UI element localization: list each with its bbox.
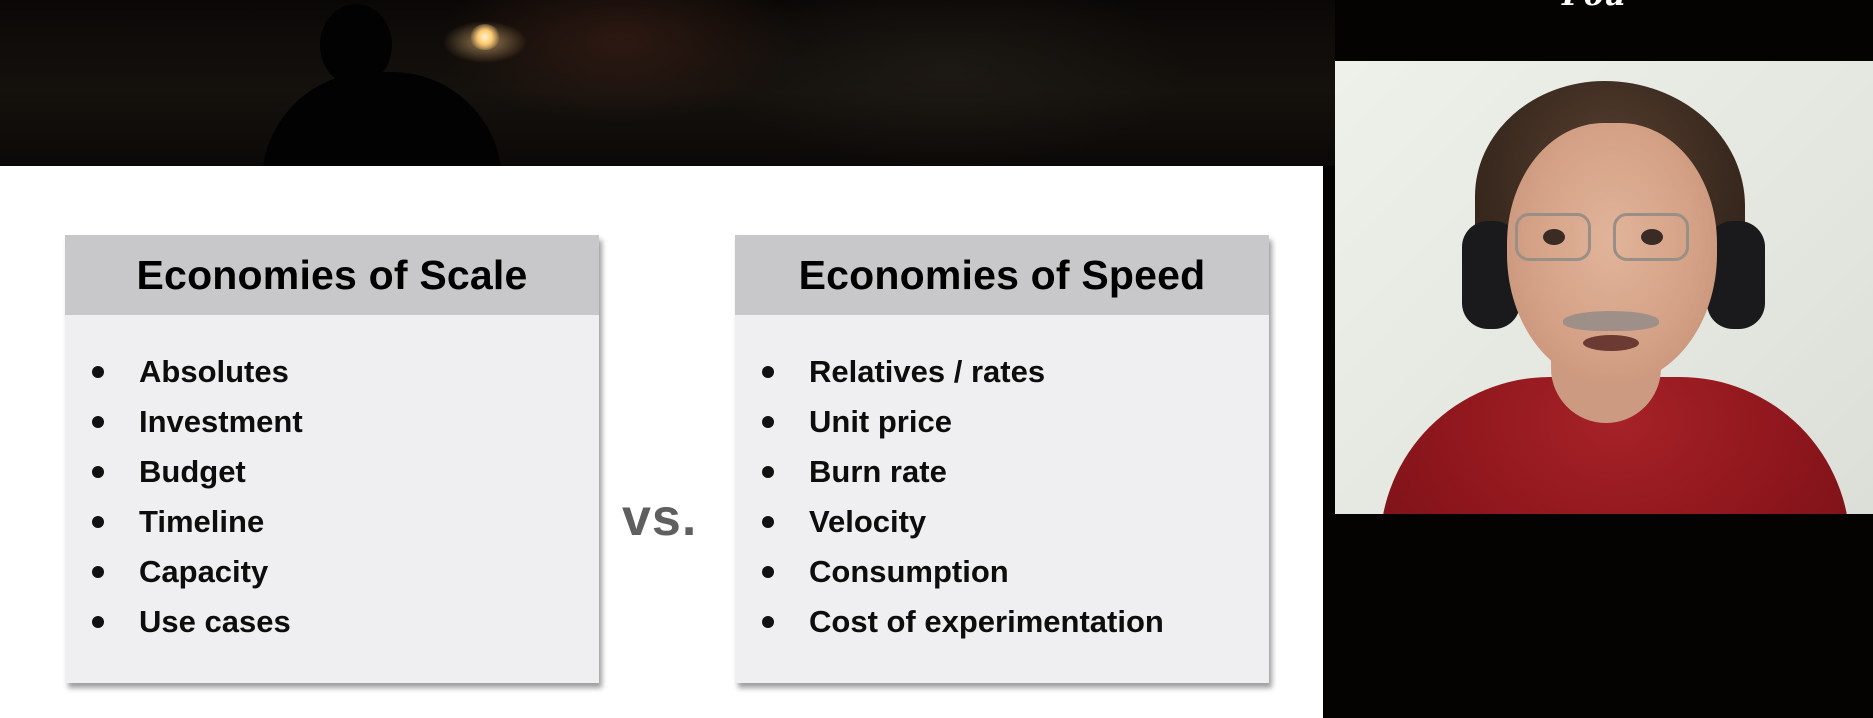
list-item-text: Burn rate xyxy=(809,454,947,489)
bullet-icon xyxy=(92,416,104,428)
list-item: Consumption xyxy=(735,553,1269,603)
list-item: Relatives / rates xyxy=(735,353,1269,403)
stage-light xyxy=(470,24,500,50)
bullet-list: Relatives / rates Unit price Burn rate V… xyxy=(735,315,1269,653)
list-item: Absolutes xyxy=(65,353,599,403)
list-item: Budget xyxy=(65,453,599,503)
glasses-lens-left xyxy=(1515,213,1591,261)
vs-label: vs. xyxy=(622,489,698,547)
list-item-text: Relatives / rates xyxy=(809,354,1046,389)
list-item: Investment xyxy=(65,403,599,453)
speaker-webcam xyxy=(1335,61,1873,514)
presentation-slide: Economies of Scale Absolutes Investment … xyxy=(0,166,1323,718)
corner-overlay-text: Pou xyxy=(1562,0,1626,13)
list-item: Unit price xyxy=(735,403,1269,453)
bullet-icon xyxy=(92,616,104,628)
card-title: Economies of Scale xyxy=(65,235,599,315)
list-item: Cost of experimentation xyxy=(735,603,1269,653)
bullet-icon xyxy=(762,366,774,378)
economies-of-speed-card: Economies of Speed Relatives / rates Uni… xyxy=(735,235,1269,683)
speaker-eye-right xyxy=(1641,229,1663,245)
list-item-text: Consumption xyxy=(809,554,1009,589)
bullet-icon xyxy=(762,566,774,578)
list-item-text: Budget xyxy=(139,454,246,489)
list-item-text: Timeline xyxy=(139,504,265,539)
list-item: Burn rate xyxy=(735,453,1269,503)
list-item-text: Unit price xyxy=(809,404,952,439)
list-item: Timeline xyxy=(65,503,599,553)
glasses-lens-right xyxy=(1613,213,1689,261)
bullet-list: Absolutes Investment Budget Timeline Cap… xyxy=(65,315,599,653)
stage-backdrop xyxy=(0,0,1335,182)
speaker-eye-left xyxy=(1543,229,1565,245)
bullet-icon xyxy=(762,616,774,628)
list-item-text: Investment xyxy=(139,404,303,439)
bullet-icon xyxy=(92,516,104,528)
card-title: Economies of Speed xyxy=(735,235,1269,315)
bullet-icon xyxy=(762,466,774,478)
list-item-text: Capacity xyxy=(139,554,269,589)
speaker-moustache xyxy=(1563,311,1659,331)
list-item-text: Velocity xyxy=(809,504,927,539)
bullet-icon xyxy=(92,466,104,478)
list-item: Use cases xyxy=(65,603,599,653)
bullet-icon xyxy=(762,516,774,528)
list-item: Capacity xyxy=(65,553,599,603)
bullet-icon xyxy=(762,416,774,428)
list-item-text: Absolutes xyxy=(139,354,289,389)
bullet-icon xyxy=(92,566,104,578)
list-item: Velocity xyxy=(735,503,1269,553)
bullet-icon xyxy=(92,366,104,378)
list-item-text: Cost of experimentation xyxy=(809,604,1164,639)
speaker-mouth xyxy=(1583,335,1639,351)
economies-of-scale-card: Economies of Scale Absolutes Investment … xyxy=(65,235,599,683)
list-item-text: Use cases xyxy=(139,604,291,639)
